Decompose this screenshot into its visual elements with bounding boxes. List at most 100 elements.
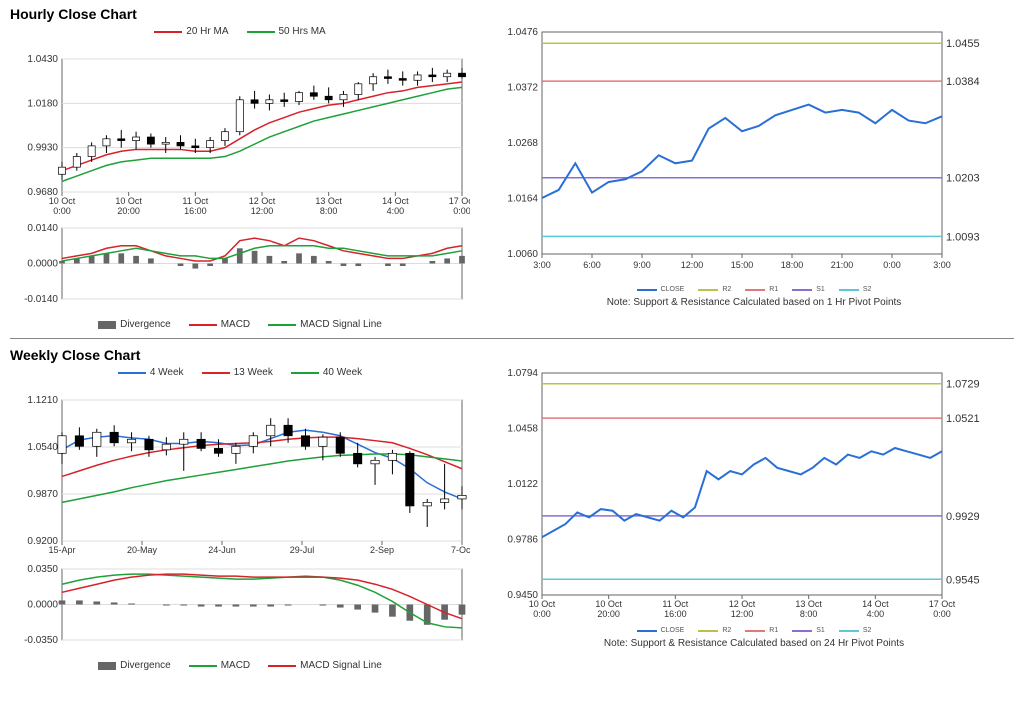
svg-text:1.0794: 1.0794 bbox=[507, 368, 538, 379]
svg-text:8:00: 8:00 bbox=[800, 609, 818, 619]
svg-text:10 Oct: 10 Oct bbox=[595, 599, 622, 609]
svg-text:0.9870: 0.9870 bbox=[27, 489, 58, 500]
svg-text:12:00: 12:00 bbox=[251, 206, 274, 216]
svg-text:4:00: 4:00 bbox=[387, 206, 405, 216]
legend-item: 50 Hrs MA bbox=[247, 26, 326, 37]
svg-text:10 Oct: 10 Oct bbox=[49, 196, 76, 206]
dashboard: Hourly Close Chart 20 Hr MA50 Hrs MA 0.9… bbox=[0, 0, 1024, 685]
svg-text:13 Oct: 13 Oct bbox=[795, 599, 822, 609]
hourly-left: 20 Hr MA50 Hrs MA 0.96800.99301.01801.04… bbox=[10, 24, 470, 330]
legend-item: R1 bbox=[745, 627, 778, 634]
hourly-title: Hourly Close Chart bbox=[10, 6, 1014, 22]
weekly-macd-legend: Divergence MACD MACD Signal Line bbox=[10, 660, 470, 671]
legend-item: R2 bbox=[698, 286, 731, 293]
hourly-right: 1.00601.01641.02681.03721.04763:006:009:… bbox=[494, 24, 1014, 330]
svg-text:0:00: 0:00 bbox=[533, 609, 551, 619]
svg-text:3:00: 3:00 bbox=[533, 260, 551, 270]
hourly-section: Hourly Close Chart 20 Hr MA50 Hrs MA 0.9… bbox=[10, 6, 1014, 339]
legend-item: MACD Signal Line bbox=[268, 660, 382, 671]
svg-text:1.0060: 1.0060 bbox=[507, 249, 538, 260]
svg-text:1.0521: 1.0521 bbox=[946, 413, 980, 425]
legend-item: S1 bbox=[792, 286, 825, 293]
svg-text:14 Oct: 14 Oct bbox=[382, 196, 409, 206]
legend-item: 13 Week bbox=[202, 367, 273, 378]
svg-text:0:00: 0:00 bbox=[933, 609, 951, 619]
svg-text:-0.0350: -0.0350 bbox=[24, 635, 58, 646]
legend-item: 4 Week bbox=[118, 367, 184, 378]
legend-item: Divergence bbox=[98, 660, 171, 671]
svg-text:14 Oct: 14 Oct bbox=[862, 599, 889, 609]
legend-item: S1 bbox=[792, 627, 825, 634]
svg-text:24-Jun: 24-Jun bbox=[208, 545, 236, 555]
weekly-macd-chart: -0.0350 0.0000 0.0350 bbox=[10, 563, 470, 658]
hourly-sr-chart: 1.00601.01641.02681.03721.04763:006:009:… bbox=[494, 24, 1014, 284]
hourly-sr-legend: CLOSER2R1S1S2 bbox=[494, 286, 1014, 293]
svg-text:1.0164: 1.0164 bbox=[507, 194, 538, 205]
weekly-sr-legend: CLOSE R2 R1 S1 S2 bbox=[494, 627, 1014, 634]
svg-text:7-Oct: 7-Oct bbox=[451, 545, 470, 555]
hourly-row: 20 Hr MA50 Hrs MA 0.96800.99301.01801.04… bbox=[10, 24, 1014, 339]
hourly-price-legend: 20 Hr MA50 Hrs MA bbox=[10, 26, 470, 37]
svg-text:1.0455: 1.0455 bbox=[946, 38, 980, 50]
svg-text:1.0268: 1.0268 bbox=[507, 138, 538, 149]
svg-text:12:00: 12:00 bbox=[681, 260, 704, 270]
svg-text:15-Apr: 15-Apr bbox=[48, 545, 75, 555]
weekly-row: 4 Week13 Week40 Week 0.92000.98701.05401… bbox=[10, 365, 1014, 679]
legend-item: S2 bbox=[839, 627, 872, 634]
svg-text:10 Oct: 10 Oct bbox=[529, 599, 556, 609]
weekly-sr-note: Note: Support & Resistance Calculated ba… bbox=[494, 638, 1014, 649]
svg-text:0.9545: 0.9545 bbox=[946, 574, 980, 586]
svg-text:12:00: 12:00 bbox=[731, 609, 754, 619]
svg-text:0.0000: 0.0000 bbox=[27, 600, 58, 611]
legend-item: CLOSE bbox=[637, 286, 685, 293]
svg-text:8:00: 8:00 bbox=[320, 206, 338, 216]
svg-text:1.0729: 1.0729 bbox=[946, 379, 980, 391]
svg-text:15:00: 15:00 bbox=[731, 260, 754, 270]
legend-item: R1 bbox=[745, 286, 778, 293]
weekly-title: Weekly Close Chart bbox=[10, 347, 1014, 363]
svg-text:1.0122: 1.0122 bbox=[507, 479, 538, 490]
hourly-price-chart: 0.96800.99301.01801.043010 Oct0:0010 Oct… bbox=[10, 37, 470, 222]
hourly-sr-note: Note: Support & Resistance Calculated ba… bbox=[494, 297, 1014, 308]
weekly-price-chart: 0.92000.98701.05401.121015-Apr20-May24-J… bbox=[10, 378, 470, 563]
svg-text:9:00: 9:00 bbox=[633, 260, 651, 270]
svg-text:18:00: 18:00 bbox=[781, 260, 804, 270]
svg-text:21:00: 21:00 bbox=[831, 260, 854, 270]
svg-text:20:00: 20:00 bbox=[597, 609, 620, 619]
svg-text:0.0000: 0.0000 bbox=[27, 259, 58, 270]
svg-text:1.0430: 1.0430 bbox=[27, 54, 58, 65]
svg-text:0.9929: 0.9929 bbox=[946, 511, 980, 523]
hourly-macd-chart: -0.01400.00000.0140 bbox=[10, 222, 470, 317]
legend-item: CLOSE bbox=[637, 627, 685, 634]
svg-text:3:00: 3:00 bbox=[933, 260, 951, 270]
legend-item: 40 Week bbox=[291, 367, 362, 378]
svg-text:1.0203: 1.0203 bbox=[946, 173, 980, 185]
svg-text:0:00: 0:00 bbox=[53, 206, 71, 216]
weekly-section: Weekly Close Chart 4 Week13 Week40 Week … bbox=[10, 347, 1014, 679]
svg-text:10 Oct: 10 Oct bbox=[115, 196, 142, 206]
svg-text:1.0458: 1.0458 bbox=[507, 424, 538, 435]
svg-text:1.0476: 1.0476 bbox=[507, 27, 538, 38]
svg-text:0.0350: 0.0350 bbox=[27, 564, 58, 575]
svg-text:0.9786: 0.9786 bbox=[507, 535, 538, 546]
svg-text:20-May: 20-May bbox=[127, 545, 158, 555]
svg-text:-0.0140: -0.0140 bbox=[24, 294, 58, 305]
weekly-sr-chart: 0.94500.97861.01221.04581.079410 Oct0:00… bbox=[494, 365, 1014, 625]
svg-text:17 Oct: 17 Oct bbox=[929, 599, 956, 609]
legend-item: MACD bbox=[189, 319, 250, 330]
svg-text:0:00: 0:00 bbox=[453, 206, 470, 216]
svg-text:1.0540: 1.0540 bbox=[27, 442, 58, 453]
legend-item: MACD bbox=[189, 660, 250, 671]
hourly-macd-legend: DivergenceMACDMACD Signal Line bbox=[10, 319, 470, 330]
svg-text:1.0372: 1.0372 bbox=[507, 83, 538, 94]
legend-item: Divergence bbox=[98, 319, 171, 330]
svg-text:1.0180: 1.0180 bbox=[27, 98, 58, 109]
svg-text:29-Jul: 29-Jul bbox=[290, 545, 315, 555]
svg-text:1.0384: 1.0384 bbox=[946, 76, 980, 88]
svg-text:17 Oct: 17 Oct bbox=[449, 196, 470, 206]
legend-item: R2 bbox=[698, 627, 731, 634]
svg-text:1.0093: 1.0093 bbox=[946, 231, 980, 243]
svg-text:16:00: 16:00 bbox=[664, 609, 687, 619]
weekly-left: 4 Week13 Week40 Week 0.92000.98701.05401… bbox=[10, 365, 470, 671]
svg-text:11 Oct: 11 Oct bbox=[182, 196, 208, 206]
